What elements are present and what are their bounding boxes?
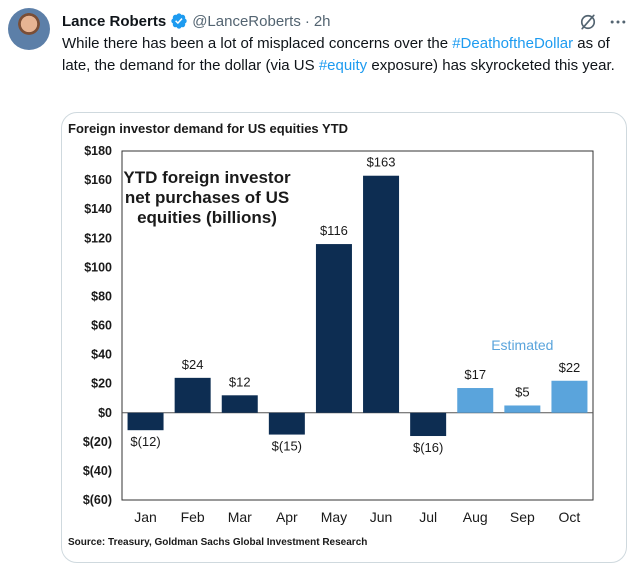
y-tick-label: $20 (91, 377, 112, 391)
chart-source: Source: Treasury, Goldman Sachs Global I… (68, 537, 367, 548)
tweet-media-chart[interactable]: Foreign investor demand for US equities … (61, 112, 627, 563)
tweet-text-part: While there has been a lot of misplaced … (62, 35, 453, 52)
chart-inset-title-line: YTD foreign investor (123, 168, 291, 187)
x-tick-label: Mar (228, 509, 252, 525)
y-tick-label: $160 (84, 173, 112, 187)
bar (504, 405, 541, 413)
chart-title: Foreign investor demand for US equities … (68, 121, 348, 136)
bar-value-label: $163 (367, 155, 396, 170)
y-tick-label: $120 (84, 231, 112, 245)
x-tick-label: May (321, 509, 347, 525)
x-tick-label: Apr (276, 509, 298, 525)
y-tick-label: $0 (98, 406, 112, 420)
hashtag-link[interactable]: #equity (318, 57, 368, 74)
x-tick-label: Feb (181, 509, 205, 525)
x-tick-label: Aug (463, 509, 488, 525)
bar (268, 412, 305, 435)
tweet-header: Lance Roberts @LanceRoberts · 2h (62, 10, 624, 32)
bar (410, 412, 447, 437)
x-tick-label: Jul (419, 509, 437, 525)
chart-inset-title-line: net purchases of US (125, 188, 289, 207)
bar (127, 412, 164, 431)
y-tick-label: $(40) (83, 464, 112, 478)
bar-value-label: $22 (559, 360, 581, 375)
bar (174, 377, 211, 413)
y-tick-label: $(60) (83, 493, 112, 507)
y-tick-label: $180 (84, 144, 112, 158)
bar (315, 244, 352, 413)
hashtag-link[interactable]: #DeathoftheDollar (452, 35, 574, 52)
bar (551, 380, 588, 413)
tweet-text: While there has been a lot of misplaced … (62, 33, 617, 77)
bar-value-label: $5 (515, 384, 529, 399)
verified-badge-icon (171, 13, 187, 29)
x-tick-label: Jan (134, 509, 157, 525)
y-tick-label: $60 (91, 319, 112, 333)
bar-chart: Foreign investor demand for US equities … (68, 121, 594, 548)
x-tick-label: Oct (559, 509, 581, 525)
bar-value-label: $(12) (130, 434, 160, 449)
author-avatar[interactable] (8, 8, 50, 50)
chart-inset-title-line: equities (billions) (137, 208, 277, 227)
tweet-text-part: as of late, the demand for the dollar (v… (62, 35, 610, 74)
x-tick-label: Jun (370, 509, 393, 525)
more-icon[interactable] (608, 12, 628, 32)
y-tick-label: $(20) (83, 435, 112, 449)
bar (457, 388, 494, 413)
estimated-label: Estimated (491, 337, 553, 353)
author-name[interactable]: Lance Roberts (62, 12, 167, 30)
tweet-timestamp[interactable]: 2h (313, 12, 331, 30)
bar (363, 175, 400, 413)
bar (221, 395, 258, 413)
bar-value-label: $12 (229, 374, 251, 389)
y-tick-label: $140 (84, 202, 112, 216)
x-tick-label: Sep (510, 509, 535, 525)
y-tick-label: $100 (84, 260, 112, 274)
plot-frame (121, 150, 594, 501)
bar-value-label: $116 (320, 223, 348, 238)
bar-value-label: $24 (182, 357, 204, 372)
y-tick-label: $80 (91, 289, 112, 303)
y-tick-label: $40 (91, 348, 112, 362)
bar-value-label: $17 (464, 367, 486, 382)
grok-icon[interactable] (578, 12, 598, 32)
bar-value-label: $(16) (413, 440, 443, 455)
tweet-text-part: exposure) has skyrocketed this year. (367, 57, 615, 74)
author-handle[interactable]: @LanceRoberts (192, 12, 301, 30)
header-separator: · (304, 12, 310, 30)
bar-value-label: $(15) (272, 439, 302, 454)
